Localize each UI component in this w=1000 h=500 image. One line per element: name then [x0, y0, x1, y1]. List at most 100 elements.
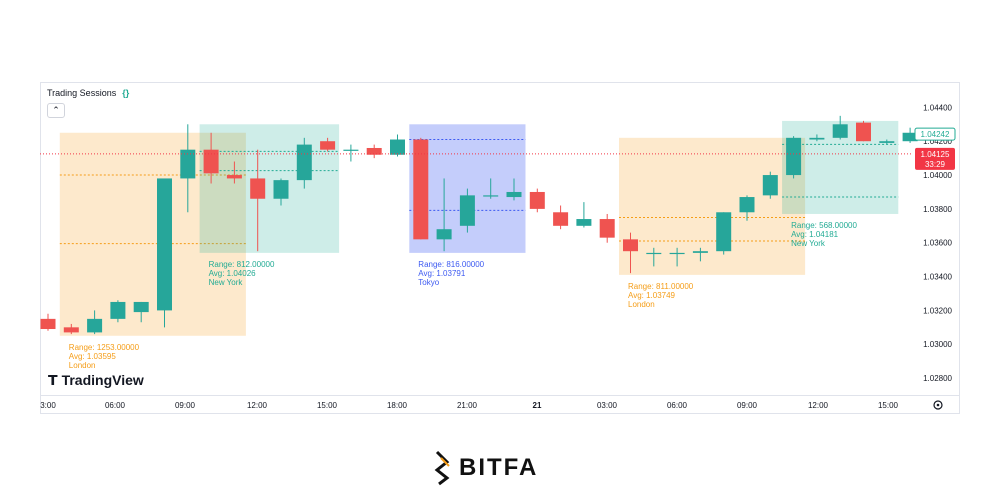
- indicator-legend[interactable]: Trading Sessions {}: [47, 88, 129, 98]
- x-tick-label: 06:00: [105, 401, 126, 410]
- x-tick-label: 3:00: [40, 401, 56, 410]
- candle: [110, 300, 126, 323]
- y-tick-label: 1.03000: [923, 340, 952, 349]
- session-box: [619, 137, 806, 275]
- session-name-label: London: [69, 361, 96, 370]
- candle-body: [856, 122, 871, 142]
- session-range-label: Range: 816.00000: [418, 260, 484, 269]
- candle-body: [413, 139, 429, 240]
- bitfa-mark-icon: [434, 450, 450, 486]
- candle-body: [180, 149, 196, 179]
- x-tick-label: 06:00: [667, 401, 688, 410]
- session-avg-label: Avg: 1.04181: [791, 230, 839, 239]
- x-tick-label: 15:00: [878, 401, 899, 410]
- candle: [40, 313, 56, 331]
- bitfa-wordmark: BITFA: [459, 454, 539, 481]
- settings-gear-icon[interactable]: [933, 400, 943, 410]
- candle: [483, 178, 499, 199]
- session-range-label: Range: 812.00000: [209, 260, 275, 269]
- candle: [390, 134, 405, 157]
- chart-frame: Range: 1253.00000 Avg: 1.03595 London Range…: [40, 82, 960, 414]
- tradingview-logo[interactable]: 𝗧 TradingView: [48, 372, 144, 389]
- candle: [786, 136, 802, 179]
- y-tick-label: 1.04200: [923, 137, 952, 146]
- candle: [320, 137, 336, 152]
- candle: [553, 205, 569, 230]
- settings-gear-center: [936, 403, 940, 407]
- candle-body: [832, 124, 848, 138]
- x-tick-label: 12:00: [247, 401, 268, 410]
- candle: [762, 171, 778, 199]
- chart-border: [40, 82, 960, 414]
- candle-body: [226, 175, 242, 179]
- candle: [343, 144, 359, 162]
- y-tick-label: 1.02800: [923, 374, 952, 383]
- candle-body: [320, 141, 336, 150]
- candle: [133, 301, 149, 323]
- session-name-label: New York: [209, 278, 244, 287]
- candle: [716, 212, 732, 255]
- candle: [576, 202, 592, 228]
- candle: [296, 137, 312, 189]
- candle-body: [250, 178, 266, 199]
- indicator-title: Trading Sessions: [47, 88, 117, 98]
- candle-body: [203, 149, 219, 174]
- session-avg-label: Avg: 1.04026: [209, 269, 257, 278]
- candle: [226, 161, 242, 184]
- candle: [273, 178, 289, 206]
- tradingview-mark-icon: 𝗧: [48, 372, 58, 388]
- candle-body: [879, 141, 895, 143]
- last-price-value: 1.04242: [921, 130, 950, 139]
- candle: [506, 178, 522, 201]
- candle-body: [483, 195, 499, 197]
- candle-body: [692, 251, 708, 253]
- collapse-legend-button[interactable]: ⌃: [47, 103, 65, 118]
- tradingview-logo-text: TradingView: [61, 372, 144, 388]
- candle-body: [506, 191, 522, 198]
- session-box: [199, 124, 340, 253]
- candle-body: [157, 178, 172, 311]
- candle-body: [63, 327, 79, 333]
- candle-body: [459, 195, 475, 226]
- session-range-label: Range: 1253.00000: [69, 343, 140, 352]
- session-range-label: Range: 811.00000: [628, 282, 694, 291]
- candle-body: [529, 191, 545, 209]
- candle-body: [390, 139, 405, 155]
- candle: [623, 232, 638, 274]
- candle: [809, 134, 825, 142]
- y-tick-label: 1.03400: [923, 273, 952, 282]
- candle: [692, 247, 708, 262]
- y-tick-label: 1.03800: [923, 205, 952, 214]
- session-range-label: Range: 568.00000: [791, 221, 857, 230]
- candle-body: [576, 219, 592, 226]
- x-tick-label: 09:00: [737, 401, 758, 410]
- y-tick-label: 1.04400: [923, 103, 952, 112]
- candle-body: [87, 318, 103, 333]
- session-avg-label: Avg: 1.03749: [628, 291, 676, 300]
- session-name-label: London: [628, 300, 655, 309]
- candle-body: [343, 149, 359, 151]
- candle-body: [762, 175, 778, 196]
- candle-body: [623, 239, 638, 252]
- x-tick-label: 03:00: [597, 401, 618, 410]
- x-tick-label: 21: [533, 401, 542, 410]
- x-tick-label: 12:00: [808, 401, 829, 410]
- candle-body: [739, 197, 755, 213]
- candle: [856, 120, 871, 142]
- session-avg-label: Avg: 1.03595: [69, 352, 117, 361]
- candle: [180, 124, 196, 213]
- session-name-label: Tokyo: [418, 278, 439, 287]
- candle: [646, 247, 662, 267]
- candle-body: [669, 252, 685, 255]
- last-price-tag: [914, 127, 956, 141]
- candle-body: [133, 301, 149, 313]
- candle: [599, 213, 615, 243]
- code-braces-icon[interactable]: {}: [122, 88, 130, 98]
- candle-body: [599, 219, 615, 238]
- candle-body: [553, 212, 569, 226]
- session-avg-label: Avg: 1.03791: [418, 269, 466, 278]
- current-price-tag: [915, 147, 955, 170]
